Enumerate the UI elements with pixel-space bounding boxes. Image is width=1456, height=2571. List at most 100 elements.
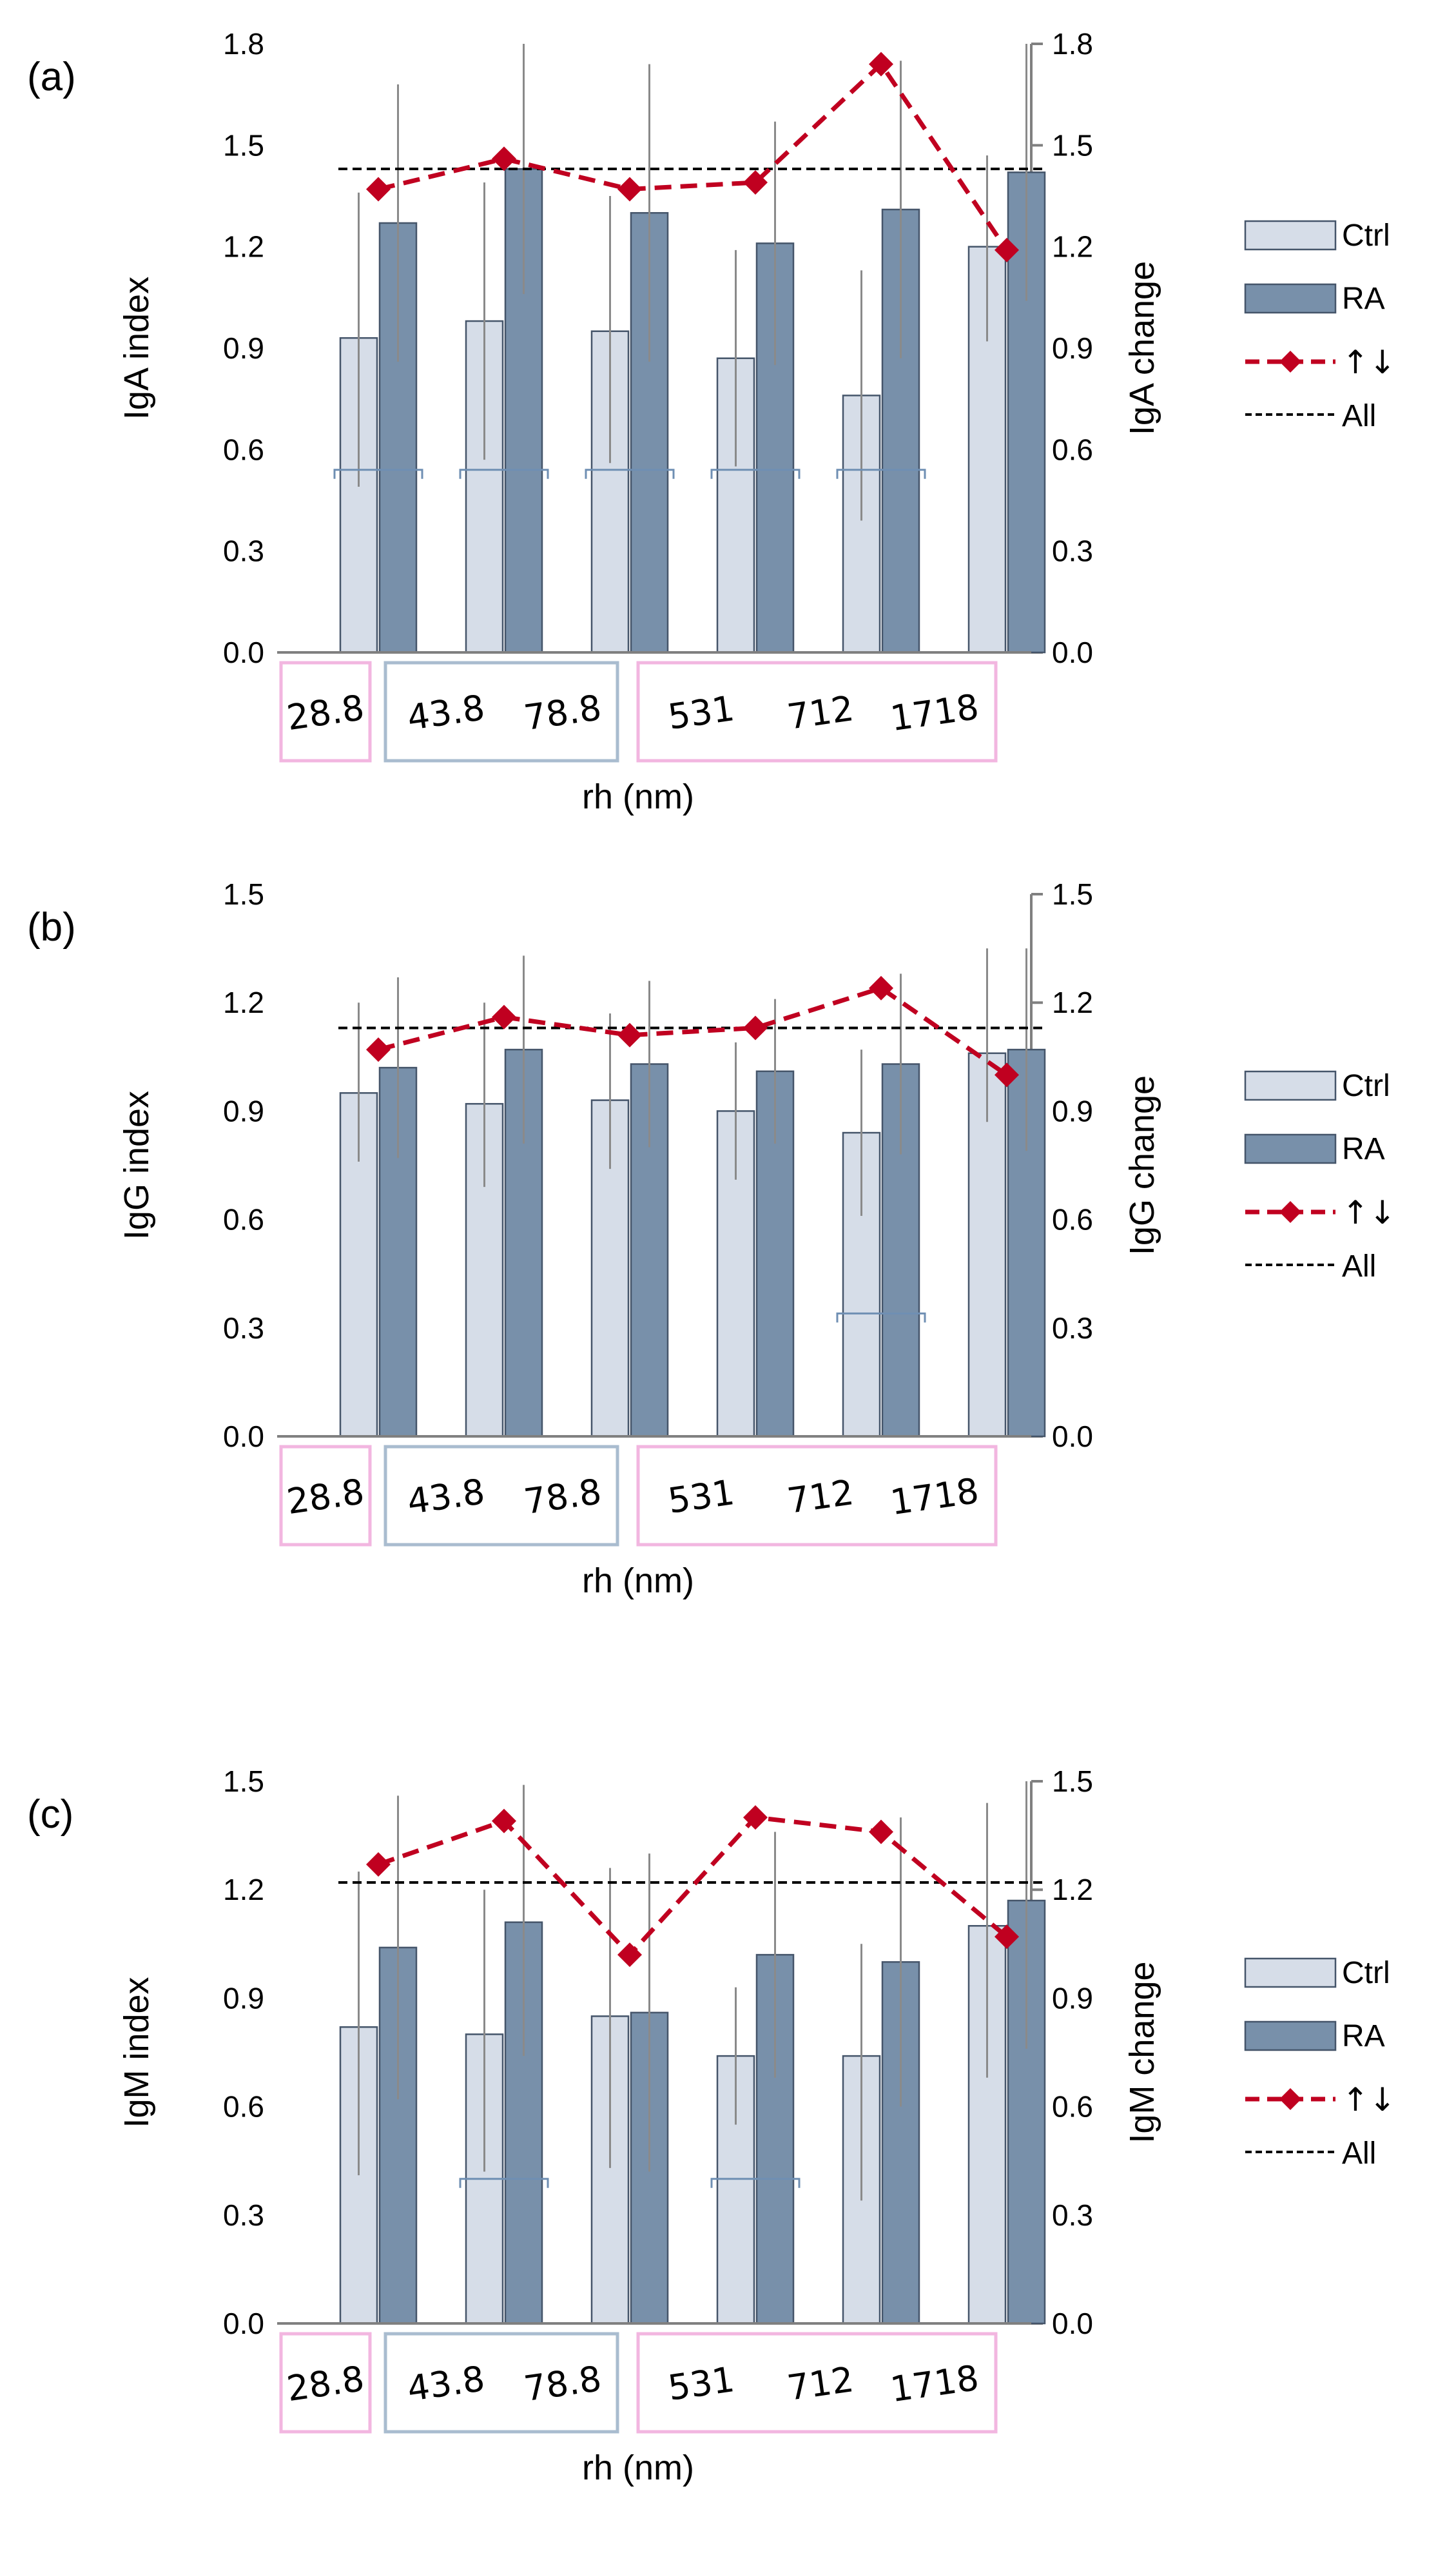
legend-ctrl-label: Ctrl xyxy=(1342,1069,1390,1103)
legend: Ctrl RA ↑↓ All xyxy=(1244,1069,1396,1284)
group-box-large xyxy=(636,2332,998,2434)
panel-a: (a) 0.0 0.3 0.6 0.9 1.2 1.5 1.8 IgA index 0.0 0.3 0… xyxy=(27,27,1396,816)
legend-ctrl-swatch xyxy=(1244,220,1337,251)
y-tick-label: 1.8 xyxy=(223,27,264,61)
y-tick-label: 0.9 xyxy=(223,1981,264,2015)
y-axis-title: IgM index xyxy=(117,1977,156,2127)
y2-tick-label: 0.6 xyxy=(1052,2090,1093,2124)
change-marker xyxy=(743,1015,768,1041)
legend: Ctrl RA ↑↓ All xyxy=(1244,219,1396,433)
x-axis-title: rh (nm) xyxy=(582,1561,694,1600)
x-tick-label: 1718 xyxy=(888,687,981,739)
x-tick-label: 78.8 xyxy=(521,687,604,738)
legend-change-label: ↑↓ xyxy=(1342,1194,1396,1231)
panel-label: (a) xyxy=(27,55,76,99)
y-tick-label: 1.5 xyxy=(223,877,264,911)
change-marker xyxy=(869,975,893,1001)
change-marker xyxy=(743,1805,768,1830)
x-tick-label: 531 xyxy=(666,1472,737,1521)
legend-all-label: All xyxy=(1342,399,1376,433)
panel-c: (c) 0.0 0.3 0.6 0.9 1.2 1.5 IgM index 0.0 0.3 0.6 0… xyxy=(27,1765,1396,2487)
y-tick-label: 1.2 xyxy=(223,230,264,264)
y-tick-label: 0.3 xyxy=(223,1311,264,1345)
x-tick-label: 712 xyxy=(785,688,857,738)
significance-bracket xyxy=(585,469,675,479)
y-tick-label: 0.6 xyxy=(223,433,264,466)
legend-ctrl-label: Ctrl xyxy=(1342,219,1390,253)
x-tick-label: 28.8 xyxy=(284,687,367,738)
legend-ra-swatch xyxy=(1244,1133,1337,1164)
x-tick-label: 43.8 xyxy=(405,2358,487,2409)
x-tick-label: 712 xyxy=(785,2359,857,2409)
significance-bracket xyxy=(459,2178,549,2188)
y2-tick-label: 0.6 xyxy=(1052,1203,1093,1237)
change-marker xyxy=(492,146,516,171)
y-tick-label: 1.5 xyxy=(223,128,264,162)
legend-ra-label: RA xyxy=(1342,1132,1385,1166)
panel-label: (c) xyxy=(27,1792,73,1837)
y2-tick-label: 0.0 xyxy=(1052,2307,1093,2340)
legend-ra-label: RA xyxy=(1342,2019,1385,2053)
significance-bracket xyxy=(710,469,801,479)
y2-tick-label: 0.0 xyxy=(1052,636,1093,669)
panel-b: (b) 0.0 0.3 0.6 0.9 1.2 1.5 IgG index 0.0 0.3 0.6 0… xyxy=(27,877,1396,1600)
y2-tick-label: 1.2 xyxy=(1052,1873,1093,1906)
change-marker xyxy=(869,52,893,77)
y-tick-label: 0.6 xyxy=(223,1203,264,1237)
y-tick-label: 0.3 xyxy=(223,534,264,568)
y-axis-title: IgA index xyxy=(117,277,156,420)
x-axis-title: rh (nm) xyxy=(582,2449,694,2487)
change-marker xyxy=(995,237,1019,262)
change-marker xyxy=(492,1004,516,1030)
legend: Ctrl RA ↑↓ All xyxy=(1244,1956,1396,2171)
legend-change-marker xyxy=(1279,2088,1301,2110)
legend-ra-swatch xyxy=(1244,2020,1337,2051)
bar-ra xyxy=(1007,1899,1046,2325)
y2-tick-label: 0.9 xyxy=(1052,1094,1093,1128)
change-line xyxy=(378,61,1009,251)
y-tick-label: 0.0 xyxy=(223,636,264,669)
y-axis-title: IgG index xyxy=(117,1091,156,1240)
change-marker xyxy=(617,177,642,202)
change-marker xyxy=(617,1022,642,1048)
y2-tick-label: 1.5 xyxy=(1052,1765,1093,1798)
y2-axis-title: IgA change xyxy=(1123,261,1161,435)
group-box-small xyxy=(279,661,372,763)
x-axis-title: rh (nm) xyxy=(582,777,694,816)
change-marker xyxy=(995,1062,1019,1088)
y2-tick-label: 1.5 xyxy=(1052,128,1093,162)
x-tick-label: 1718 xyxy=(888,1471,981,1523)
change-marker xyxy=(869,1819,893,1844)
legend-ctrl-label: Ctrl xyxy=(1342,1956,1390,1990)
y2-tick-label: 1.2 xyxy=(1052,986,1093,1019)
legend-change-marker xyxy=(1279,351,1301,373)
x-tick-label: 531 xyxy=(666,2359,737,2409)
y-tick-label: 1.2 xyxy=(223,986,264,1019)
significance-bracket xyxy=(836,469,926,479)
y2-tick-label: 1.2 xyxy=(1052,230,1093,264)
legend-ra-label: RA xyxy=(1342,282,1385,316)
y-tick-label: 1.5 xyxy=(223,1765,264,1798)
x-tick-label: 43.8 xyxy=(405,687,487,738)
x-tick-label: 28.8 xyxy=(284,2358,367,2409)
legend-change-label: ↑↓ xyxy=(1342,2081,1396,2118)
change-marker xyxy=(492,1808,516,1833)
y2-tick-label: 0.3 xyxy=(1052,2198,1093,2232)
change-marker xyxy=(366,1037,391,1062)
legend-change-label: ↑↓ xyxy=(1342,344,1396,381)
panel-label: (b) xyxy=(27,905,76,950)
change-marker xyxy=(743,170,768,195)
y-tick-label: 0.6 xyxy=(223,2090,264,2124)
y-tick-label: 0.9 xyxy=(223,331,264,365)
y-tick-label: 1.2 xyxy=(223,1873,264,1906)
change-marker xyxy=(617,1942,642,1968)
group-box-small xyxy=(279,1445,372,1547)
y2-tick-label: 1.8 xyxy=(1052,27,1093,61)
legend-all-label: All xyxy=(1342,2136,1376,2171)
legend-change-marker xyxy=(1279,1201,1301,1223)
x-tick-label: 78.8 xyxy=(521,2358,604,2409)
y2-tick-label: 1.5 xyxy=(1052,877,1093,911)
y2-tick-label: 0.3 xyxy=(1052,1311,1093,1345)
y2-tick-label: 0.0 xyxy=(1052,1420,1093,1453)
